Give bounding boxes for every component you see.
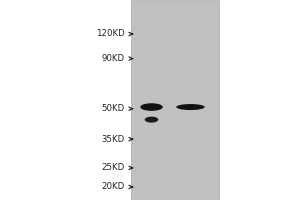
Text: 120KD: 120KD [96,29,124,38]
Ellipse shape [176,104,205,110]
Text: 25KD: 25KD [101,163,124,172]
Text: 35KD: 35KD [101,135,124,144]
Text: 20KD: 20KD [101,182,124,191]
Text: 90KD: 90KD [101,54,124,63]
Ellipse shape [145,117,158,123]
Bar [130,0,219,200]
Text: 50KD: 50KD [101,104,124,113]
Ellipse shape [140,103,163,111]
